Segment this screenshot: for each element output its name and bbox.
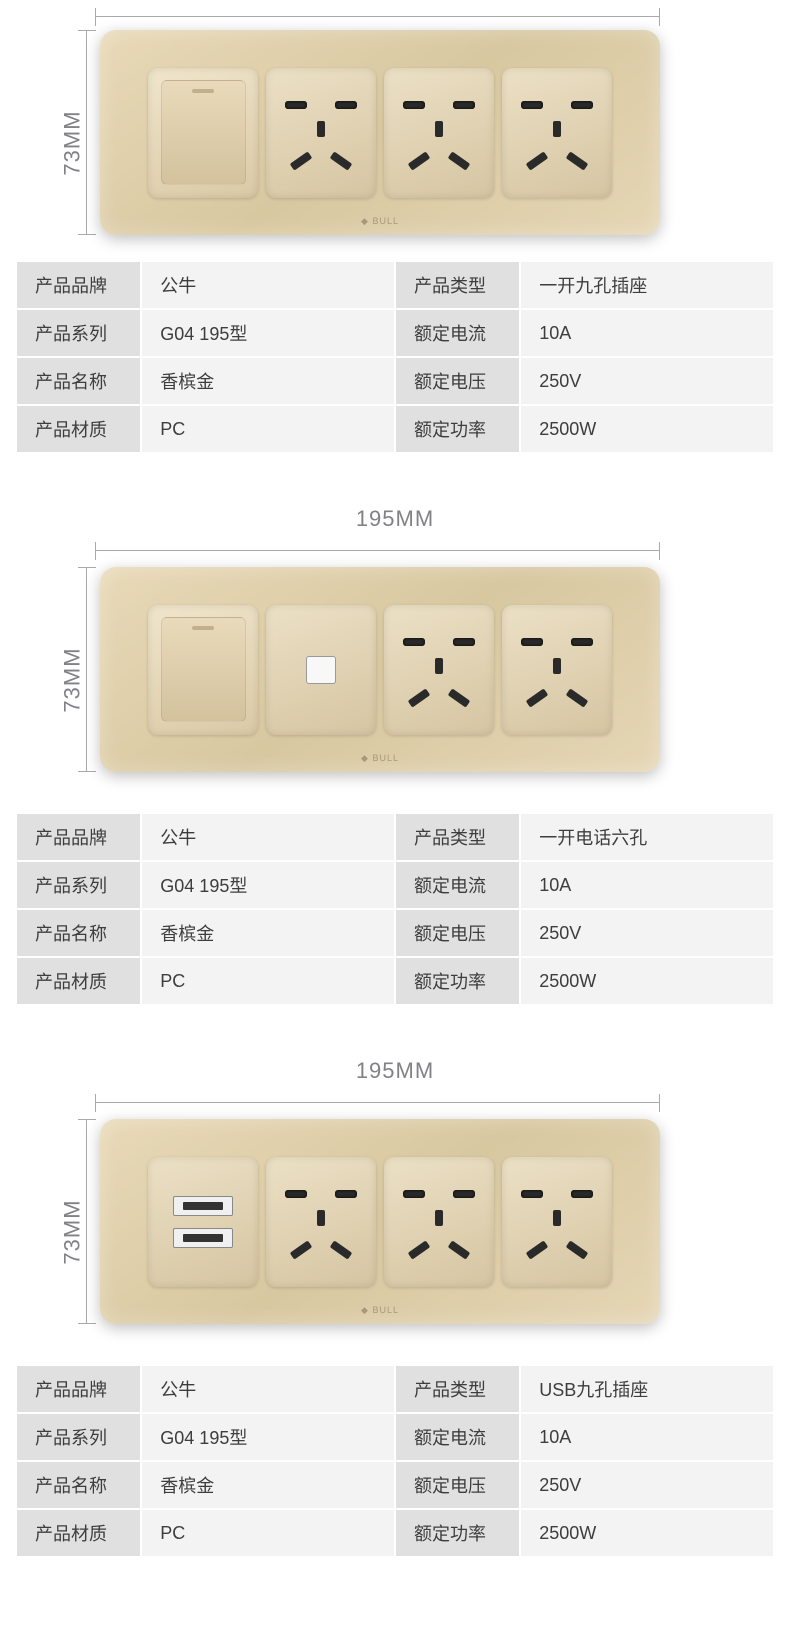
outlet-module (502, 68, 612, 198)
spec-row: 产品品牌公牛产品类型USB九孔插座 (17, 1366, 773, 1412)
spec-label: 产品材质 (17, 958, 140, 1004)
brand-logo: ◆ BULL (361, 216, 399, 227)
socket-panel: ◆ BULL (100, 30, 660, 235)
spec-label: 产品类型 (396, 262, 519, 308)
spec-value: 2500W (521, 406, 773, 452)
outlet-module (384, 1157, 494, 1287)
spec-value: 一开九孔插座 (521, 262, 773, 308)
spec-label: 产品系列 (17, 310, 140, 356)
spec-value: 250V (521, 1462, 773, 1508)
spec-label: 额定功率 (396, 958, 519, 1004)
spec-label: 产品材质 (17, 406, 140, 452)
height-dimension-label: 73MM (60, 1199, 86, 1264)
spec-value: 香槟金 (142, 358, 394, 404)
horizontal-ruler (95, 542, 660, 560)
spec-label: 产品名称 (17, 1462, 140, 1508)
spec-value: 香槟金 (142, 910, 394, 956)
brand-logo: ◆ BULL (361, 753, 399, 764)
spec-label: 额定功率 (396, 1510, 519, 1556)
socket-panel: ◆ BULL (100, 567, 660, 772)
product-section: 195MM73MM◆ BULL产品品牌公牛产品类型USB九孔插座产品系列G04 … (0, 1064, 790, 1578)
spec-row: 产品系列G04 195型额定电流10A (17, 862, 773, 908)
spec-value: 公牛 (142, 1366, 394, 1412)
spec-table: 产品品牌公牛产品类型一开电话六孔产品系列G04 195型额定电流10A产品名称香… (15, 812, 775, 1006)
spec-row: 产品品牌公牛产品类型一开电话六孔 (17, 814, 773, 860)
spec-label: 产品品牌 (17, 262, 140, 308)
spec-label: 产品类型 (396, 814, 519, 860)
spec-value: 10A (521, 862, 773, 908)
spec-table: 产品品牌公牛产品类型一开九孔插座产品系列G04 195型额定电流10A产品名称香… (15, 260, 775, 454)
horizontal-ruler (95, 8, 660, 26)
spec-value: 公牛 (142, 262, 394, 308)
spec-label: 额定电流 (396, 862, 519, 908)
spec-value: G04 195型 (142, 1414, 394, 1460)
spec-label: 产品类型 (396, 1366, 519, 1412)
spec-value: 2500W (521, 1510, 773, 1556)
spec-row: 产品品牌公牛产品类型一开九孔插座 (17, 262, 773, 308)
spec-value: 10A (521, 310, 773, 356)
spec-label: 额定电压 (396, 1462, 519, 1508)
spec-value: PC (142, 1510, 394, 1556)
phone-module (266, 605, 376, 735)
spec-value: PC (142, 958, 394, 1004)
spec-label: 产品名称 (17, 358, 140, 404)
brand-logo: ◆ BULL (361, 1305, 399, 1316)
outlet-module (384, 68, 494, 198)
product-section: 195MM73MM◆ BULL产品品牌公牛产品类型一开电话六孔产品系列G04 1… (0, 512, 790, 1026)
spec-value: G04 195型 (142, 310, 394, 356)
usb-module (148, 1157, 258, 1287)
spec-label: 额定电压 (396, 910, 519, 956)
spec-label: 产品品牌 (17, 814, 140, 860)
spec-label: 产品系列 (17, 862, 140, 908)
switch-module (148, 605, 258, 735)
spec-row: 产品系列G04 195型额定电流10A (17, 1414, 773, 1460)
outlet-module (502, 1157, 612, 1287)
spec-value: 2500W (521, 958, 773, 1004)
spec-value: PC (142, 406, 394, 452)
horizontal-ruler (95, 1094, 660, 1112)
spec-row: 产品名称香槟金额定电压250V (17, 358, 773, 404)
spec-label: 产品系列 (17, 1414, 140, 1460)
product-image-area: 195MM73MM◆ BULL (0, 1064, 790, 1364)
product-image-area: 195MM73MM◆ BULL (0, 512, 790, 812)
spec-row: 产品材质PC额定功率2500W (17, 958, 773, 1004)
height-dimension-label: 73MM (60, 647, 86, 712)
spec-label: 额定电压 (396, 358, 519, 404)
switch-module (148, 68, 258, 198)
spec-row: 产品名称香槟金额定电压250V (17, 910, 773, 956)
spec-value: 250V (521, 358, 773, 404)
spec-value: USB九孔插座 (521, 1366, 773, 1412)
socket-panel: ◆ BULL (100, 1119, 660, 1324)
spec-value: 10A (521, 1414, 773, 1460)
outlet-module (384, 605, 494, 735)
spec-table: 产品品牌公牛产品类型USB九孔插座产品系列G04 195型额定电流10A产品名称… (15, 1364, 775, 1558)
spec-label: 额定电流 (396, 310, 519, 356)
spec-value: G04 195型 (142, 862, 394, 908)
spec-row: 产品系列G04 195型额定电流10A (17, 310, 773, 356)
spec-row: 产品材质PC额定功率2500W (17, 406, 773, 452)
spec-value: 公牛 (142, 814, 394, 860)
spec-label: 产品品牌 (17, 1366, 140, 1412)
product-section: 73MM◆ BULL产品品牌公牛产品类型一开九孔插座产品系列G04 195型额定… (0, 0, 790, 474)
width-dimension-label: 195MM (356, 506, 434, 532)
spec-value: 250V (521, 910, 773, 956)
width-dimension-label: 195MM (356, 1058, 434, 1084)
outlet-module (266, 1157, 376, 1287)
spec-label: 产品材质 (17, 1510, 140, 1556)
spec-value: 一开电话六孔 (521, 814, 773, 860)
outlet-module (502, 605, 612, 735)
spec-row: 产品名称香槟金额定电压250V (17, 1462, 773, 1508)
spec-label: 额定电流 (396, 1414, 519, 1460)
spec-label: 产品名称 (17, 910, 140, 956)
product-image-area: 73MM ◆ BULL (0, 0, 790, 260)
height-dimension-label: 73MM (60, 110, 86, 175)
spec-label: 额定功率 (396, 406, 519, 452)
outlet-module (266, 68, 376, 198)
spec-value: 香槟金 (142, 1462, 394, 1508)
spec-row: 产品材质PC额定功率2500W (17, 1510, 773, 1556)
